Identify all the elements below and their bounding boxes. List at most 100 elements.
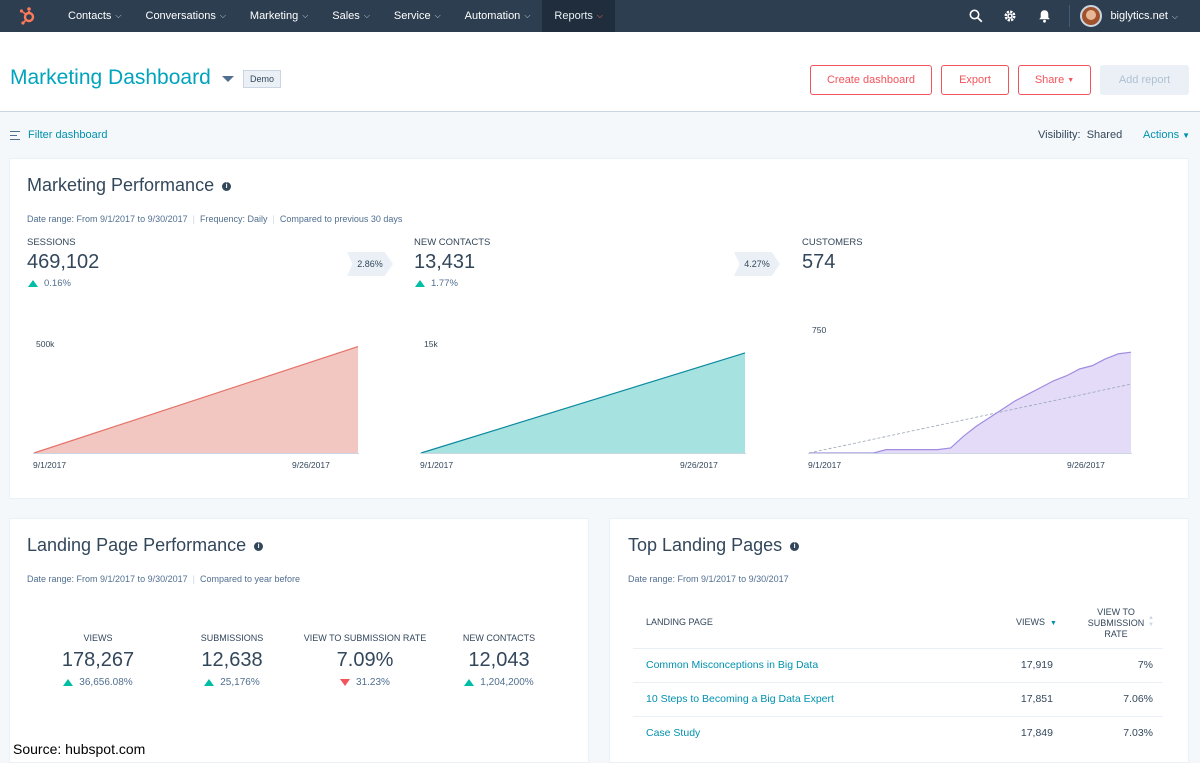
caret-down-icon: ▼ xyxy=(1182,131,1190,140)
chevron-down-icon: ⌵ xyxy=(219,11,226,20)
avatar[interactable] xyxy=(1080,5,1103,27)
landing-page-link[interactable]: 10 Steps to Becoming a Big Data Expert xyxy=(646,693,834,705)
kpi-value: 574 xyxy=(802,251,836,273)
kpi-label: SUBMISSIONS xyxy=(200,633,264,643)
sort-desc-icon: ▼ xyxy=(1050,620,1057,627)
caret-down-icon: ▼ xyxy=(1067,76,1075,84)
x-tick-label: 9/1/2017 xyxy=(808,460,842,470)
column-header-views[interactable]: VIEWS ▼ xyxy=(1016,617,1057,627)
customers-chart xyxy=(808,351,1132,454)
kpi-value: 13,431 xyxy=(414,251,476,273)
series-area xyxy=(421,352,745,453)
filter-bar: Filter dashboard Visibility: Shared Acti… xyxy=(0,112,1200,158)
trend-up-icon xyxy=(415,280,425,287)
x-tick-label: 9/26/2017 xyxy=(1067,460,1105,470)
rate-cell: 7% xyxy=(1137,659,1153,671)
nav-automation[interactable]: Automation ⌵ xyxy=(464,10,531,22)
chevron-down-icon: ⌵ xyxy=(434,11,441,20)
info-icon[interactable]: i xyxy=(254,541,264,551)
views-cell: 17,919 xyxy=(1020,659,1053,671)
info-icon[interactable]: i xyxy=(222,181,232,191)
search-icon[interactable] xyxy=(959,0,993,32)
nav-conversations[interactable]: Conversations ⌵ xyxy=(145,10,226,22)
create-dashboard-button[interactable]: Create dashboard xyxy=(810,65,932,95)
nav-contacts[interactable]: Contacts ⌵ xyxy=(68,10,122,22)
kpi-change: 25,176% xyxy=(157,677,307,688)
demo-tag: Demo xyxy=(243,70,281,88)
page-title[interactable]: Marketing Dashboard xyxy=(10,66,211,89)
kpi-label: CUSTOMERS xyxy=(802,237,863,248)
card-title: Marketing Performance i xyxy=(27,175,232,196)
kpi-label: SESSIONS xyxy=(27,237,76,248)
trend-up-icon xyxy=(204,679,215,686)
kpi-change: 1,204,200% xyxy=(424,677,574,688)
trend-down-icon xyxy=(340,679,351,686)
table-divider xyxy=(633,716,1163,717)
chevron-down-icon: ⌵ xyxy=(363,11,370,20)
export-button[interactable]: Export xyxy=(941,65,1009,95)
kpi-value: 12,638 xyxy=(201,649,263,671)
landing-page-link[interactable]: Common Misconceptions in Big Data xyxy=(646,659,819,671)
bell-icon[interactable] xyxy=(1027,0,1061,32)
visibility-setting[interactable]: Visibility: Shared xyxy=(1038,129,1123,141)
y-tick-label: 500k xyxy=(36,339,55,349)
kpi-change: 31.23% xyxy=(290,677,440,688)
chevron-down-icon: ⌵ xyxy=(115,11,122,20)
rate-cell: 7.03% xyxy=(1123,727,1153,739)
nav-right: biglytics.net ⌵ xyxy=(959,0,1200,32)
views-cell: 17,851 xyxy=(1020,693,1053,705)
filter-icon[interactable] xyxy=(10,131,20,140)
trend-up-icon xyxy=(63,679,74,686)
kpi-value: 12,043 xyxy=(468,649,530,671)
report-meta: Date range: From 9/1/2017 to 9/30/2017 | F… xyxy=(27,214,403,224)
report-meta: Date range: From 9/1/2017 to 9/30/2017 xyxy=(628,574,789,584)
conversion-rate-badge: 4.27% xyxy=(734,252,780,276)
trend-up-icon xyxy=(464,679,475,686)
landing-page-link[interactable]: Case Study xyxy=(646,727,701,739)
gear-icon[interactable] xyxy=(993,0,1027,32)
x-tick-label: 9/26/2017 xyxy=(680,460,718,470)
kpi-label: NEW CONTACTS xyxy=(462,633,536,643)
x-tick-label: 9/1/2017 xyxy=(33,460,67,470)
report-meta: Date range: From 9/1/2017 to 9/30/2017 | C… xyxy=(27,574,301,584)
hubspot-logo-icon[interactable] xyxy=(0,0,56,32)
table-divider xyxy=(633,648,1163,649)
nav-divider xyxy=(1069,5,1071,27)
nav-service[interactable]: Service ⌵ xyxy=(393,10,441,22)
card-title: Landing Page Performance i xyxy=(27,535,264,556)
nav-reports[interactable]: Reports ⌵ xyxy=(542,0,615,32)
sort-icon: ▲ ▼ xyxy=(1148,615,1154,628)
kpi-label: NEW CONTACTS xyxy=(414,237,491,248)
series-line xyxy=(33,346,359,454)
kpi-label: VIEW TO SUBMISSION RATE xyxy=(303,633,427,643)
filter-dashboard-link[interactable]: Filter dashboard xyxy=(28,129,108,141)
x-tick-label: 9/26/2017 xyxy=(292,460,330,470)
new-contacts-chart xyxy=(420,352,746,454)
kpi-value: 178,267 xyxy=(61,649,135,671)
y-tick-label: 15k xyxy=(424,339,438,349)
info-icon[interactable]: i xyxy=(790,541,800,551)
column-header-landing-page[interactable]: LANDING PAGE xyxy=(646,617,713,627)
sessions-chart xyxy=(33,346,359,454)
kpi-label: VIEWS xyxy=(83,633,113,643)
x-tick-label: 9/1/2017 xyxy=(420,460,454,470)
kpi-value: 469,102 xyxy=(27,251,100,273)
source-caption: Source: hubspot.com xyxy=(13,741,146,757)
card-title: Top Landing Pages i xyxy=(628,535,800,556)
series-area xyxy=(809,352,1131,453)
add-report-button[interactable]: Add report xyxy=(1100,65,1189,95)
conversion-rate-badge: 2.86% xyxy=(347,252,393,276)
top-nav: Contacts ⌵ Conversations ⌵ Marketing ⌵ Sale… xyxy=(0,0,1200,32)
share-button[interactable]: Share ▼ xyxy=(1018,65,1091,95)
trend-up-icon xyxy=(28,280,38,287)
chevron-down-icon: ⌵ xyxy=(596,11,603,20)
nav-sales[interactable]: Sales ⌵ xyxy=(332,10,370,22)
kpi-change: 36,656.08% xyxy=(23,677,173,688)
column-header-rate[interactable]: VIEW TO SUBMISSION RATE xyxy=(1087,607,1145,639)
kpi-value: 7.09% xyxy=(336,649,394,671)
actions-menu[interactable]: Actions ▼ xyxy=(1143,129,1190,141)
nav-marketing[interactable]: Marketing ⌵ xyxy=(249,10,309,22)
account-menu[interactable]: biglytics.net ⌵ xyxy=(1110,10,1178,22)
top-landing-pages-card xyxy=(609,518,1189,763)
caret-down-icon[interactable] xyxy=(222,76,234,82)
